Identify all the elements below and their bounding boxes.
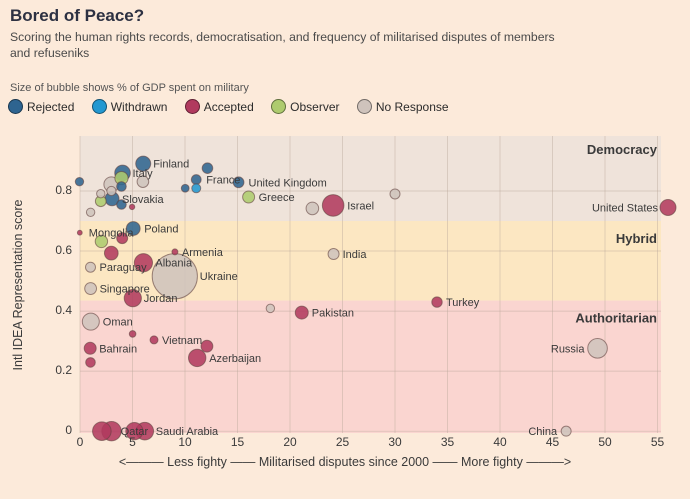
svg-text:Paraguay: Paraguay <box>100 262 148 274</box>
svg-text:Vietnam: Vietnam <box>162 335 202 347</box>
svg-text:Armenia: Armenia <box>182 247 224 259</box>
svg-text:Ukraine: Ukraine <box>200 271 238 283</box>
svg-text:United Kingdom: United Kingdom <box>249 177 327 189</box>
svg-text:Greece: Greece <box>259 192 295 204</box>
svg-text:Israel: Israel <box>347 200 374 212</box>
svg-text:Oman: Oman <box>103 317 133 329</box>
svg-text:France: France <box>206 175 240 187</box>
svg-text:Mongolia: Mongolia <box>89 228 135 240</box>
svg-text:Bahrain: Bahrain <box>99 343 137 355</box>
svg-text:Poland: Poland <box>144 224 178 236</box>
svg-text:Pakistan: Pakistan <box>312 308 354 320</box>
svg-text:Finland: Finland <box>153 159 189 171</box>
svg-text:Authoritarian: Authoritarian <box>575 311 657 326</box>
svg-text:Slovakia: Slovakia <box>122 194 164 206</box>
svg-text:Jordan: Jordan <box>144 293 178 305</box>
svg-text:Democracy: Democracy <box>587 142 658 157</box>
svg-text:Azerbaijan: Azerbaijan <box>209 353 261 365</box>
svg-text:Russia: Russia <box>551 343 586 355</box>
svg-text:Turkey: Turkey <box>446 297 480 309</box>
svg-text:India: India <box>343 249 368 261</box>
svg-text:Albania: Albania <box>155 258 193 270</box>
svg-text:Singapore: Singapore <box>100 284 150 296</box>
svg-text:Hybrid: Hybrid <box>616 231 657 246</box>
svg-text:Italy: Italy <box>133 168 154 180</box>
svg-text:United States: United States <box>592 203 659 215</box>
